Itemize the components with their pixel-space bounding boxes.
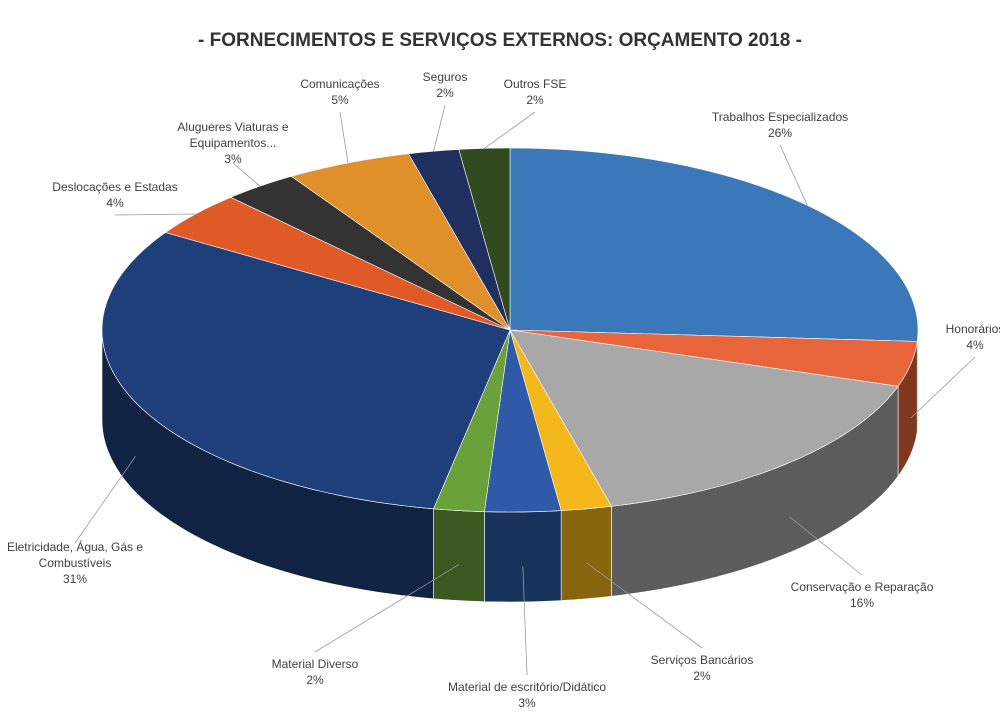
category-label: Conservação e Reparação: [790, 580, 934, 594]
category-label: Honorários: [945, 322, 1000, 336]
value-label: 16%: [849, 596, 875, 610]
slice-label: Trabalhos Especializados 26%: [680, 109, 880, 141]
category-label: Material de escritório/Didático: [447, 680, 607, 694]
slice: [509, 329, 918, 387]
slice: [101, 232, 511, 510]
slice: [509, 329, 899, 507]
leader-line: [433, 104, 446, 152]
slice: [229, 176, 511, 331]
leader-line: [910, 356, 976, 419]
slice: [484, 329, 562, 513]
value-label: 4%: [106, 196, 124, 210]
slice-label: Honorários 4%: [930, 321, 1000, 353]
category-label: Seguros: [422, 70, 468, 84]
value-label: 2%: [306, 673, 324, 687]
slice-side: [433, 508, 485, 602]
value-label: 2%: [693, 669, 711, 683]
slice: [408, 149, 511, 331]
leader-line: [779, 144, 808, 206]
value-label: 4%: [966, 338, 984, 352]
slice-label: Material de escritório/Didático 3%: [407, 679, 647, 711]
slice-side: [560, 505, 612, 601]
leader-line: [522, 565, 528, 676]
leader-line: [586, 562, 703, 649]
leader-line: [339, 111, 349, 164]
slice: [509, 329, 612, 511]
value-label: 5%: [331, 93, 349, 107]
slice-label: Seguros 2%: [405, 69, 485, 101]
value-label: 3%: [518, 696, 536, 710]
value-label: 2%: [436, 86, 454, 100]
slice-label: Deslocações e Estadas 4%: [25, 179, 205, 211]
category-label: Serviços Bancários: [650, 653, 754, 667]
category-label: Comunicações: [300, 77, 380, 91]
slice-label: Eletricidade, Água, Gás e Combustíveis 31…: [0, 539, 155, 587]
leader-line: [74, 456, 136, 544]
slice-label: Serviços Bancários 2%: [622, 652, 782, 684]
slice-label: Alugueres Viaturas e Equipamentos... 3%: [163, 119, 303, 167]
leader-line: [314, 564, 460, 653]
category-label: Outros FSE: [503, 77, 567, 91]
category-label: Eletricidade, Água, Gás e Combustíveis: [6, 540, 144, 570]
value-label: 3%: [224, 152, 242, 166]
chart-title: - FORNECIMENTOS E SERVIÇOS EXTERNOS: ORÇ…: [198, 30, 802, 51]
slice: [164, 196, 511, 331]
slice: [509, 147, 919, 342]
category-label: Material Diverso: [271, 657, 359, 671]
leader-line: [232, 162, 261, 187]
category-label: Trabalhos Especializados: [711, 110, 849, 124]
value-label: 2%: [526, 93, 544, 107]
leader-line: [484, 111, 536, 149]
slice-label: Comunicações 5%: [280, 76, 400, 108]
value-label: 31%: [62, 572, 88, 586]
slice-label: Material Diverso 2%: [245, 656, 385, 688]
slice-label: Conservação e Reparação 16%: [762, 579, 962, 611]
slice-side: [484, 510, 562, 603]
leader-line: [114, 213, 196, 216]
leader-line: [789, 516, 863, 576]
value-label: 26%: [767, 126, 793, 140]
category-label: Deslocações e Estadas: [52, 180, 178, 194]
category-label: Alugueres Viaturas e Equipamentos...: [177, 120, 289, 150]
slice: [290, 153, 511, 331]
slice-label: Outros FSE 2%: [485, 76, 585, 108]
slice: [458, 147, 511, 331]
